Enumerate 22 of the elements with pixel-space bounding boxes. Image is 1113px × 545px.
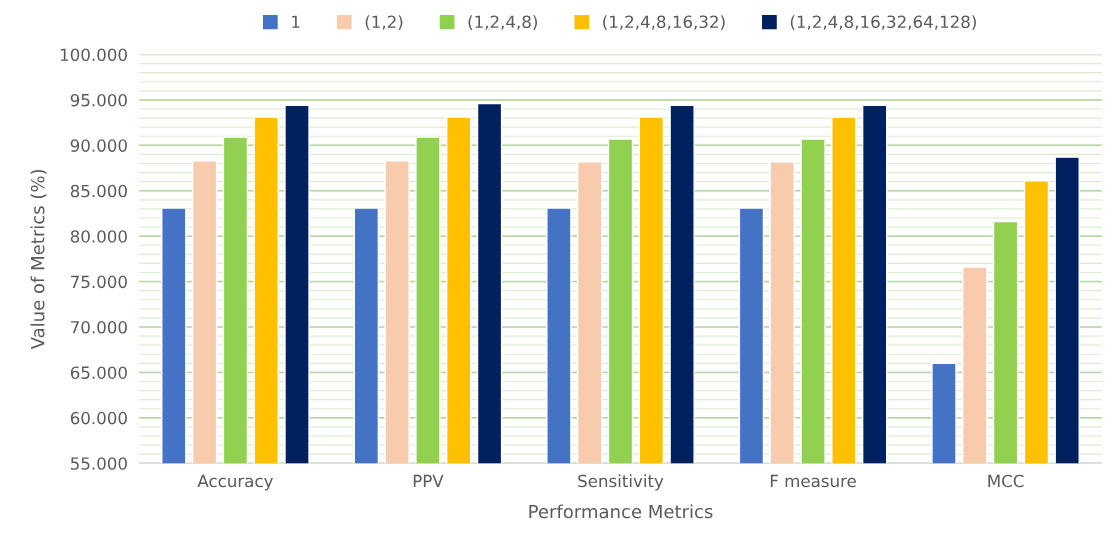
y-axis-title: Value of Metrics (%): [30, 169, 47, 350]
y-tick-label: 55.000: [70, 457, 127, 470]
y-tick-label: 70.000: [71, 320, 127, 334]
y-tick-label: 90.000: [70, 139, 127, 152]
legend-label: 1: [292, 15, 300, 28]
x-tick-label: Accuracy: [197, 474, 273, 491]
y-tick-label: 95.000: [70, 93, 127, 107]
x-tick-label: Sensitivity: [578, 474, 664, 491]
legend-label: (1,2,4,8,16,32): [603, 15, 725, 31]
legend-label: (1,2,4,8,16,32,64,128): [790, 15, 976, 31]
x-axis-title: Performance Metrics: [529, 504, 713, 519]
legend-label: (1,2): [365, 15, 403, 31]
x-tick-label: MCC: [988, 474, 1024, 488]
x-tick-label: PPV: [413, 474, 444, 488]
x-tick-label: F measure: [770, 474, 856, 488]
legend-label: (1,2,4,8): [468, 15, 537, 31]
y-tick-label: 60.000: [70, 411, 127, 425]
y-tick-label: 75.000: [71, 275, 127, 289]
y-tick-label: 100.000: [60, 48, 127, 62]
y-tick-label: 65.000: [70, 366, 127, 379]
y-tick-label: 80.000: [70, 230, 127, 243]
y-tick-label: 85.000: [70, 184, 127, 198]
